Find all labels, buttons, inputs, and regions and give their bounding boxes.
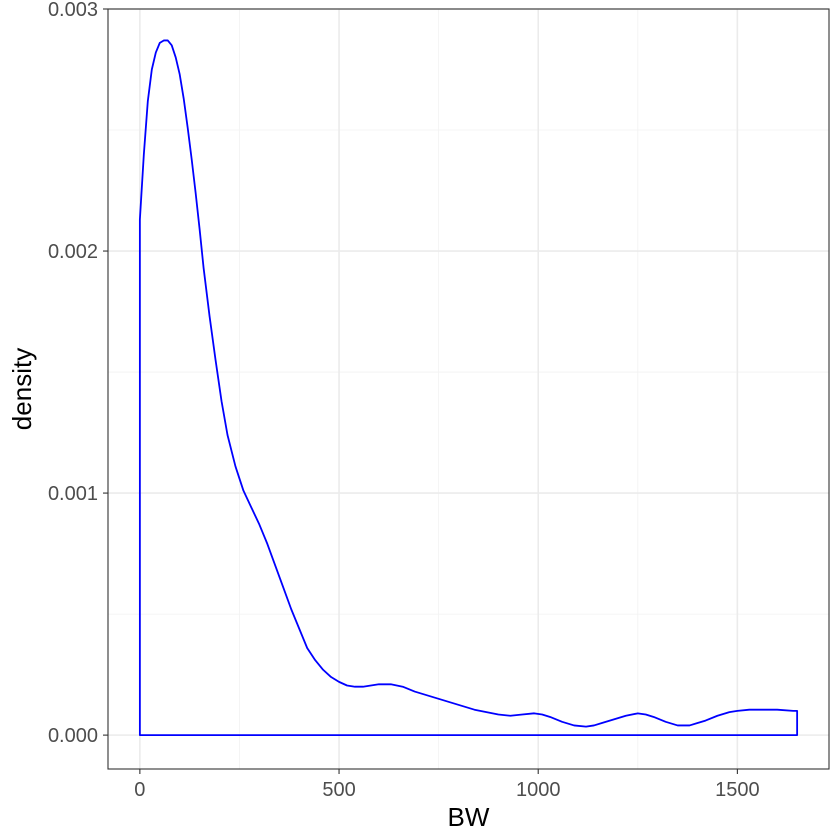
y-tick-label: 0.002 — [48, 241, 98, 263]
x-tick-label: 500 — [322, 779, 355, 801]
y-axis: 0.000 0.001 0.002 0.003 — [48, 0, 108, 747]
plot-background — [108, 9, 829, 769]
x-tick-label: 1500 — [715, 779, 760, 801]
x-axis: 0 500 1000 1500 — [134, 769, 759, 801]
y-axis-title: density — [7, 348, 37, 430]
y-tick-label: 0.001 — [48, 483, 98, 505]
x-tick-label: 0 — [134, 779, 145, 801]
x-tick-label: 1000 — [516, 779, 561, 801]
x-axis-title: BW — [448, 802, 490, 832]
y-tick-label: 0.003 — [48, 0, 98, 21]
y-tick-label: 0.000 — [48, 725, 98, 747]
